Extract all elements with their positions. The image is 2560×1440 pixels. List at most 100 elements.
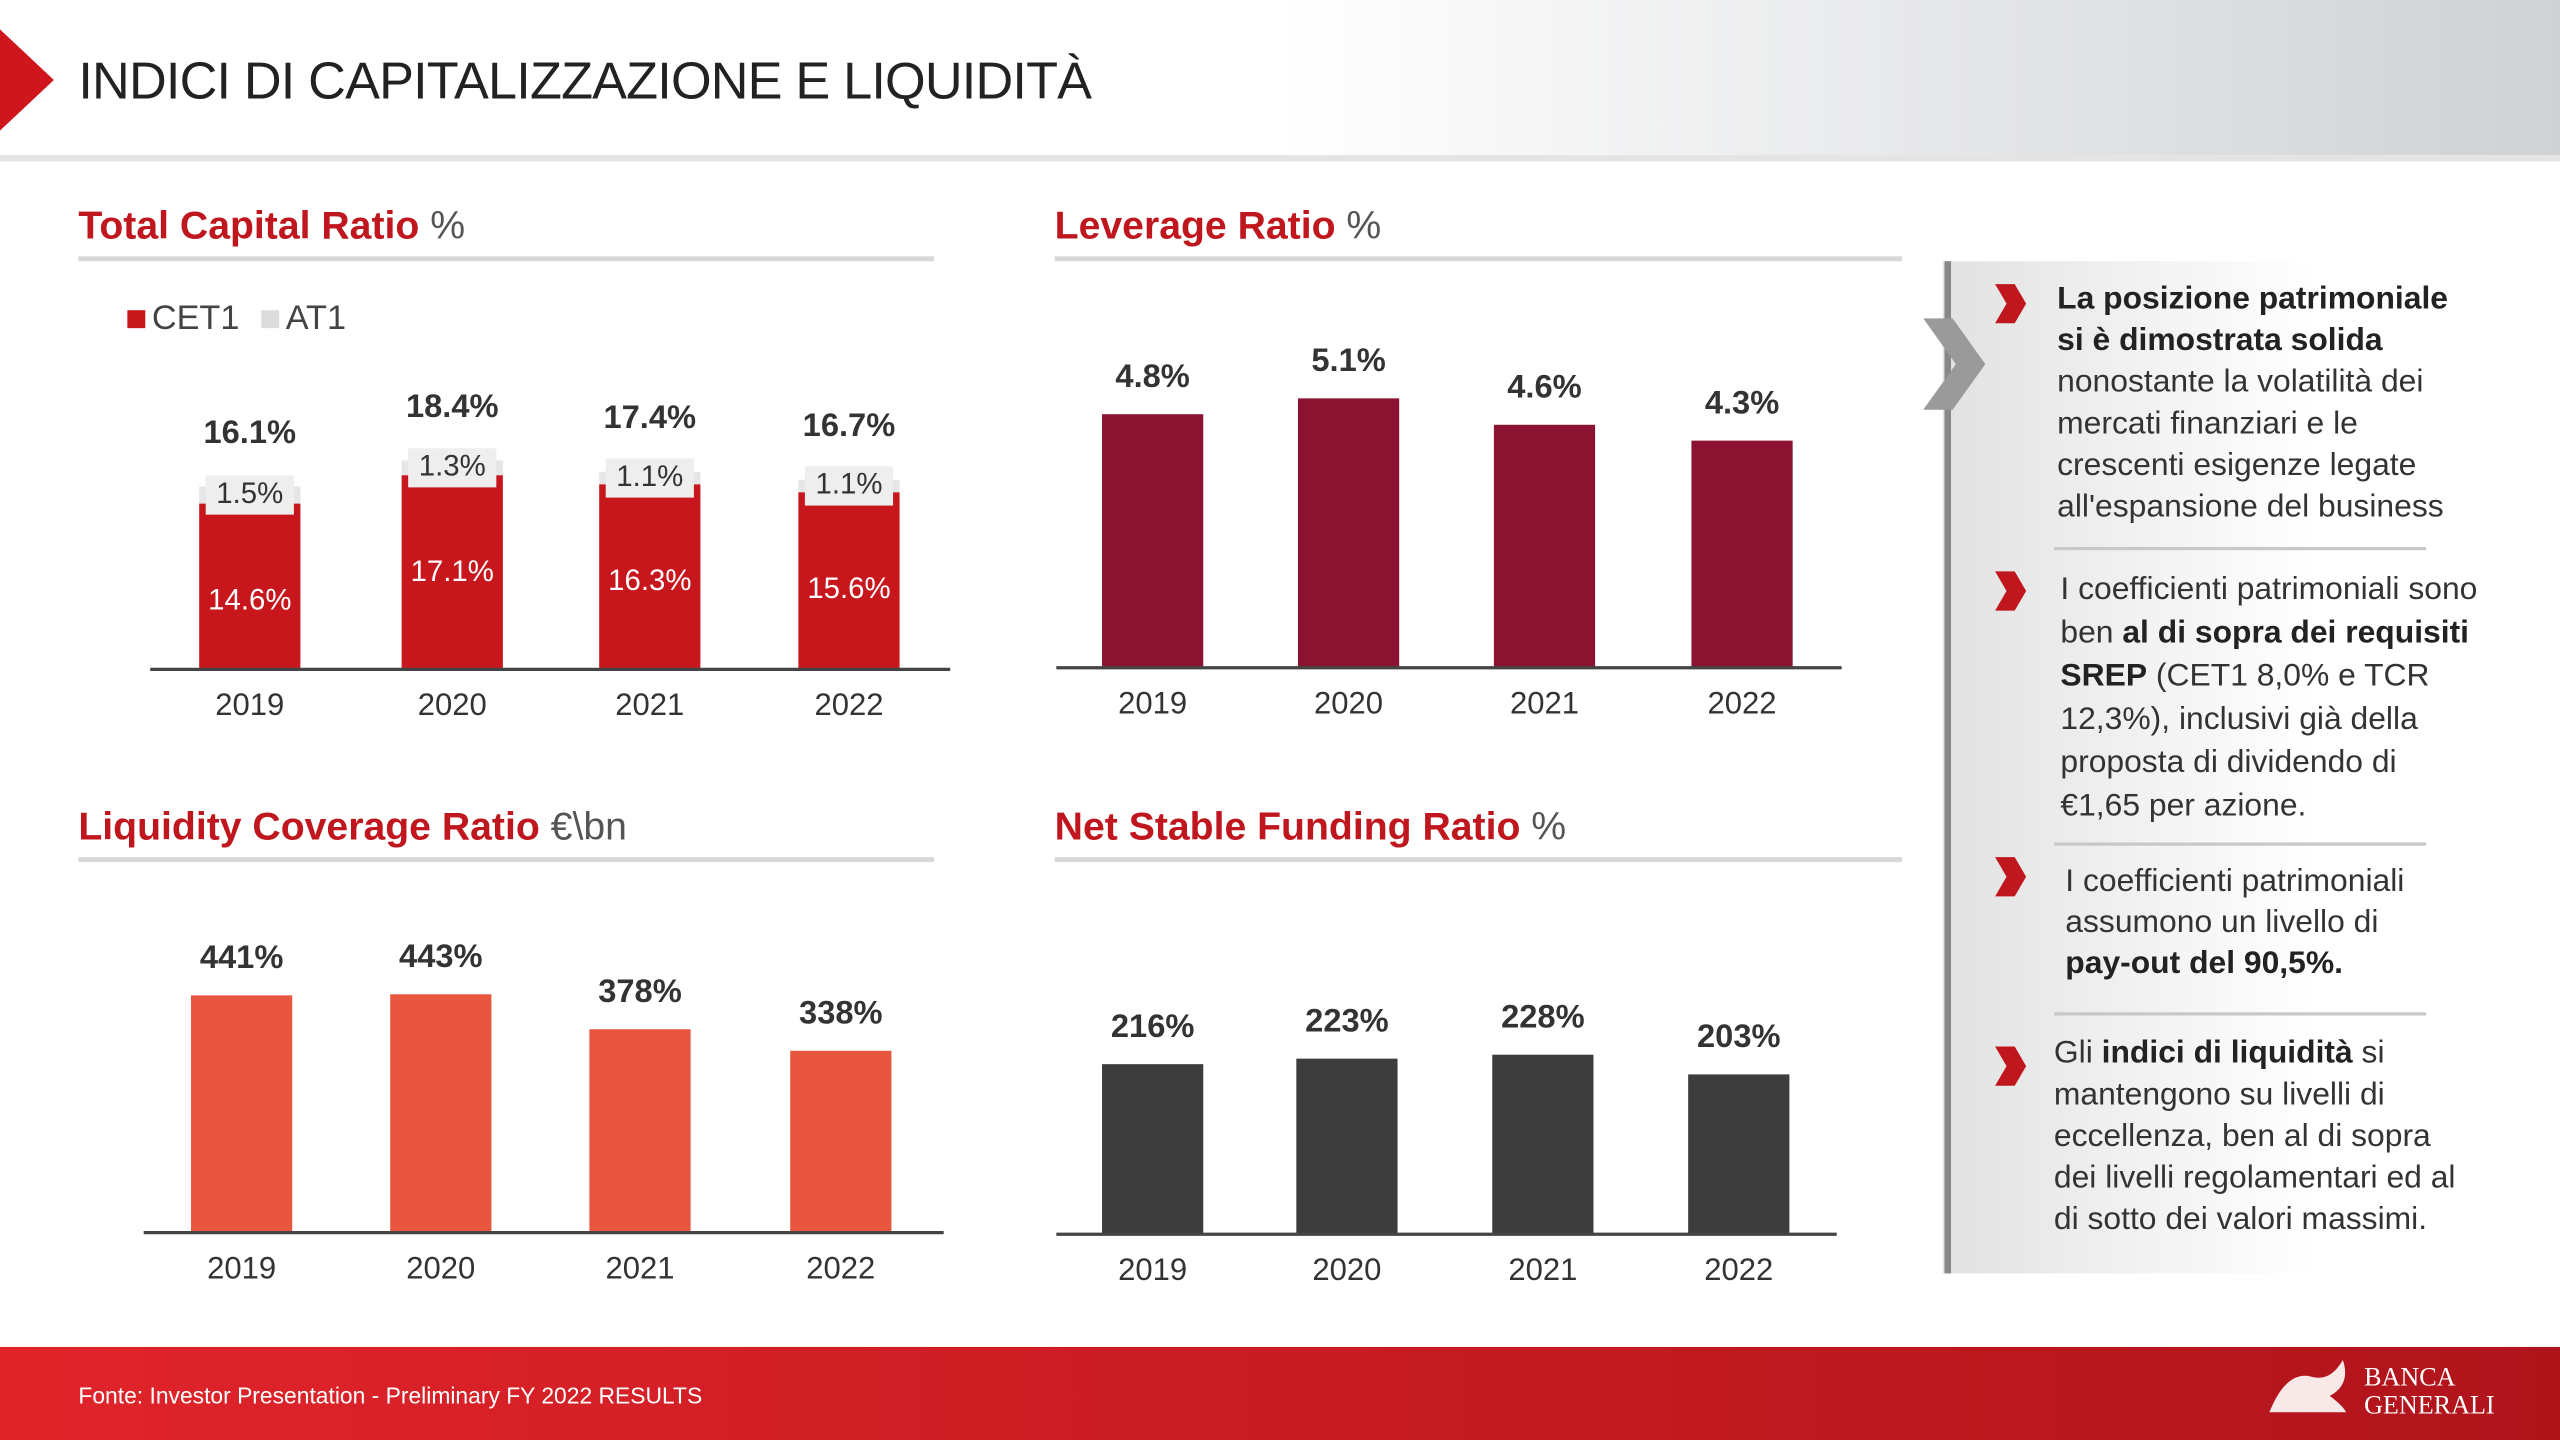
bullet-run: mantengono su livelli di <box>2054 1076 2385 1112</box>
bullet-run: nonostante la volatilità dei <box>2057 363 2423 399</box>
chart-title-text: Net Stable Funding Ratio <box>1055 806 1521 849</box>
legend-label: AT1 <box>286 299 346 337</box>
chart-unit: % <box>419 205 465 248</box>
bar <box>589 1029 691 1233</box>
x-tick-label: 2022 <box>1708 685 1777 720</box>
value-label: 4.6% <box>1507 367 1581 404</box>
title-rule <box>78 256 934 262</box>
footer-band <box>0 1346 2560 1440</box>
bullet-icon <box>1995 857 2027 897</box>
x-tick-label: 2019 <box>207 1250 276 1285</box>
title-rule <box>78 857 934 863</box>
total-label: 17.4% <box>604 398 697 435</box>
x-tick-label: 2019 <box>1118 685 1187 720</box>
value-label: 443% <box>399 937 482 974</box>
side-panel <box>1942 261 2560 1274</box>
bullet-run: all'espansione del business <box>2057 488 2444 524</box>
bullet-separator <box>2053 546 2427 551</box>
chart-title-text: Leverage Ratio <box>1055 205 1336 248</box>
header-background <box>0 0 2560 156</box>
header-triangle <box>0 29 54 131</box>
chart-unit: €\bn <box>540 806 627 849</box>
bullet-line: assumono un livello di <box>2065 903 2378 939</box>
chart-title: Leverage Ratio % <box>1055 205 1382 248</box>
bullet-run: €1,65 per azione. <box>2060 787 2306 823</box>
segment-label: 14.6% <box>208 583 291 616</box>
segment-label: 1.1% <box>616 460 683 493</box>
legend-swatch <box>127 310 146 329</box>
bullet-line: SREP (CET1 8,0% e TCR <box>2060 657 2429 693</box>
bullet-run: proposta di dividendo di <box>2060 743 2396 779</box>
bullet-line: I coefficienti patrimoniali sono <box>2060 570 2477 606</box>
value-label: 223% <box>1305 1001 1388 1038</box>
bullet-line: I coefficienti patrimoniali <box>2065 863 2404 899</box>
bullet-line: Gli indici di liquidità si <box>2054 1034 2385 1070</box>
x-tick-label: 2021 <box>1510 685 1579 720</box>
bullet-run: La posizione patrimoniale <box>2057 280 2448 316</box>
x-tick-label: 2020 <box>1314 685 1383 720</box>
x-tick-label: 2022 <box>814 687 883 722</box>
x-tick-label: 2021 <box>615 687 684 722</box>
value-label: 338% <box>799 993 882 1030</box>
chart-unit: % <box>1336 205 1382 248</box>
bullet-run: I coefficienti patrimoniali sono <box>2060 570 2477 606</box>
bullet-run: ben <box>2060 614 2122 650</box>
bullet-run: crescenti esigenze legate <box>2057 446 2416 482</box>
bullet-run: di sotto dei valori massimi. <box>2054 1201 2427 1237</box>
bar <box>790 1050 892 1233</box>
value-label: 228% <box>1501 997 1584 1034</box>
logo-text: BANCA <box>2364 1363 2456 1392</box>
bar-segment <box>401 475 503 670</box>
bullet-line: crescenti esigenze legate <box>2057 446 2416 482</box>
chart-title-text: Total Capital Ratio <box>78 205 419 248</box>
bullet-line: eccellenza, ben al di sopra <box>2054 1117 2431 1153</box>
bullet-icon <box>1995 1046 2027 1086</box>
bar-segment <box>599 484 701 670</box>
bullet-icon <box>1995 284 2027 324</box>
x-tick-label: 2019 <box>1118 1252 1187 1287</box>
bullet-run: 12,3%), inclusivi già della <box>2060 700 2418 736</box>
bullet-line: €1,65 per azione. <box>2060 787 2306 823</box>
chart-title: Total Capital Ratio % <box>78 205 465 248</box>
bullet-run: indici di liquidità <box>2102 1034 2353 1070</box>
value-label: 4.3% <box>1705 383 1779 420</box>
bar-segment <box>798 492 900 670</box>
segment-label: 1.5% <box>216 477 283 510</box>
bullet-run: pay-out del 90,5%. <box>2065 944 2343 980</box>
x-tick-label: 2021 <box>1508 1252 1577 1287</box>
x-tick-label: 2020 <box>418 687 487 722</box>
total-label: 18.4% <box>406 387 499 424</box>
x-tick-label: 2019 <box>215 687 284 722</box>
label-box <box>408 448 497 488</box>
page-title: INDICI DI CAPITALIZZAZIONE E LIQUIDITÀ <box>78 53 1092 111</box>
segment-label: 16.3% <box>608 564 691 597</box>
segment-label: 1.1% <box>815 468 882 501</box>
logo-mark <box>2269 1360 2347 1413</box>
bullet-run: mercati finanziari e le <box>2057 405 2358 441</box>
total-label: 16.7% <box>803 406 896 443</box>
chart-title: Net Stable Funding Ratio % <box>1055 806 1566 849</box>
chart-unit: % <box>1520 806 1566 849</box>
bullet-run: eccellenza, ben al di sopra <box>2054 1117 2431 1153</box>
bullet-line: proposta di dividendo di <box>2060 743 2396 779</box>
segment-label: 1.3% <box>419 450 486 483</box>
bullet-run: SREP <box>2060 657 2147 693</box>
bar-segment <box>199 503 301 670</box>
legend-label: CET1 <box>152 299 240 337</box>
bullet-run: si <box>2353 1034 2385 1070</box>
bullet-line: mantengono su livelli di <box>2054 1076 2385 1112</box>
bar <box>1688 1074 1790 1235</box>
bullet-line: 12,3%), inclusivi già della <box>2060 700 2418 736</box>
bullet-line: si è dimostrata solida <box>2057 321 2383 357</box>
bullet-run: si è dimostrata solida <box>2057 321 2383 357</box>
label-box <box>605 458 694 498</box>
bar <box>1691 440 1793 668</box>
total-label: 16.1% <box>204 413 297 450</box>
bar <box>1296 1058 1398 1235</box>
value-label: 203% <box>1697 1017 1780 1054</box>
bullet-line: La posizione patrimoniale <box>2057 280 2448 316</box>
bullet-run: al di sopra dei requisiti <box>2122 614 2469 650</box>
value-label: 4.8% <box>1115 357 1189 394</box>
bullet-separator <box>2053 1012 2427 1016</box>
